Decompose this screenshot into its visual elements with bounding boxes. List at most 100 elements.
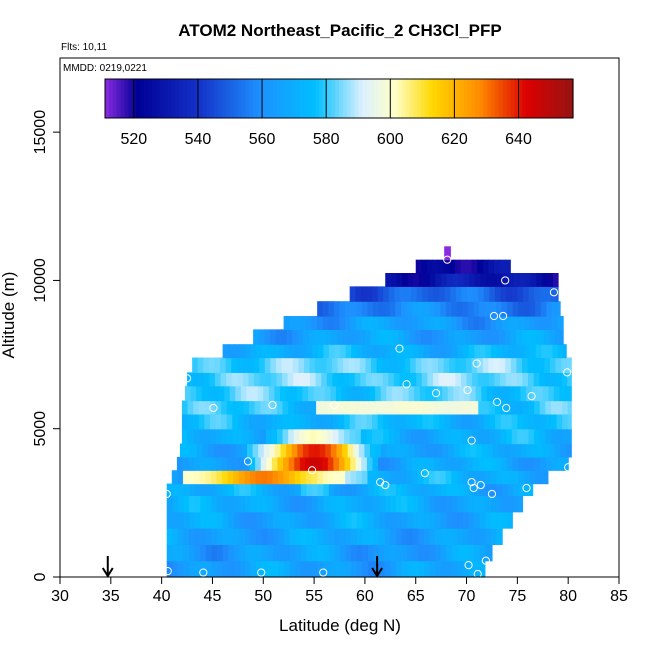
heatmap-cell (275, 329, 282, 345)
heatmap-cell (367, 483, 375, 497)
heatmap-cell (306, 544, 313, 562)
heatmap-cell (523, 470, 531, 485)
heatmap-cell (423, 528, 431, 545)
heatmap-cell (253, 357, 260, 373)
heatmap-cell (310, 413, 317, 430)
heatmap-cell (345, 470, 352, 485)
heatmap-cell (418, 495, 425, 513)
heatmap-cell (461, 400, 468, 415)
heatmap-cell (261, 495, 268, 513)
heatmap-cell (297, 329, 305, 345)
heatmap-cell (470, 385, 477, 402)
heatmap-cell (243, 428, 250, 445)
heatmap-cell (302, 385, 309, 402)
sample-point (563, 368, 572, 377)
sample-point (209, 403, 218, 413)
heatmap-cell (295, 483, 302, 497)
colorbar-segment (346, 79, 352, 118)
heatmap-cell (317, 511, 324, 529)
heatmap-cell (457, 544, 464, 562)
heatmap-cell (373, 344, 380, 359)
colorbar-segment (456, 79, 461, 118)
heatmap-cell (450, 456, 457, 471)
heatmap-cell (373, 511, 380, 529)
heatmap-cell (312, 483, 319, 497)
heatmap-cell (191, 443, 198, 458)
heatmap-cell (500, 400, 507, 415)
heatmap-cell (269, 329, 277, 345)
sample-point (476, 480, 485, 490)
heatmap-cell (373, 483, 380, 497)
colorbar-segment (147, 79, 153, 118)
heatmap-cell (384, 344, 391, 359)
heatmap-cell (537, 443, 544, 458)
heatmap-cell (183, 560, 190, 578)
heatmap-cell (325, 329, 332, 345)
heatmap-cell (395, 495, 403, 513)
heatmap-cell (429, 495, 436, 513)
heatmap-cell (289, 470, 296, 485)
heatmap-cell (478, 428, 485, 445)
heatmap-cell (557, 456, 564, 471)
heatmap-cell (551, 301, 559, 317)
heatmap-cell (522, 400, 530, 415)
heatmap-cell (361, 316, 369, 330)
heatmap-cell (502, 273, 509, 287)
heatmap-cell (493, 357, 501, 373)
heatmap-cell (237, 372, 244, 387)
heatmap-cell (482, 259, 489, 274)
heatmap-cell (328, 495, 336, 513)
heatmap-cell (249, 413, 256, 430)
heatmap-cell (461, 456, 469, 471)
heatmap-cell (462, 560, 470, 578)
heatmap-cell (221, 413, 228, 430)
heatmap-cell (440, 483, 447, 497)
heatmap-cell (504, 329, 511, 345)
heatmap-cell (546, 470, 549, 485)
heatmap-cell (397, 385, 404, 402)
heatmap-cell (490, 528, 498, 545)
heatmap-cell (244, 344, 252, 359)
heatmap-cell (249, 400, 256, 415)
heatmap-cell (561, 372, 568, 387)
colorbar-segment (116, 79, 122, 118)
heatmap-cell (298, 372, 306, 387)
sample-point (564, 463, 573, 472)
heatmap-cell (183, 528, 190, 545)
heatmap-cell (414, 443, 421, 458)
heatmap-cell (200, 495, 207, 513)
heatmap-cell (550, 286, 558, 302)
heatmap-cell (254, 400, 261, 415)
heatmap-cell (512, 470, 519, 485)
heatmap-cell (220, 372, 227, 387)
heatmap-cell (205, 544, 213, 562)
heatmap-cell (479, 544, 486, 562)
heatmap-cell (444, 246, 451, 261)
heatmap-cell (395, 560, 403, 578)
heatmap-cell (474, 344, 481, 359)
heatmap-cell (270, 357, 277, 373)
heatmap-cell (226, 428, 233, 445)
heatmap-cell (334, 528, 341, 545)
heatmap-cell (433, 286, 440, 302)
colorbar-segment (557, 79, 562, 118)
colorbar-segment (389, 79, 395, 118)
heatmap-cell (449, 372, 456, 387)
heatmap-cell (289, 495, 296, 513)
heatmap-cell (340, 511, 347, 529)
heatmap-cell (304, 372, 311, 387)
colorbar-segment (565, 79, 570, 118)
heatmap-cell (462, 511, 470, 529)
heatmap-cell (315, 357, 322, 373)
heatmap-cell (282, 400, 289, 415)
heatmap-cell (215, 428, 222, 445)
heatmap-cell (412, 301, 419, 317)
colorbar-segment (144, 79, 149, 118)
x-tick-label: 50 (254, 588, 272, 605)
heatmap-cell (388, 413, 395, 430)
heatmap-cell (418, 344, 425, 359)
heatmap-cell (283, 456, 290, 471)
heatmap-cell (513, 483, 520, 497)
heatmap-cell (377, 400, 384, 415)
colorbar-segment (409, 79, 414, 118)
